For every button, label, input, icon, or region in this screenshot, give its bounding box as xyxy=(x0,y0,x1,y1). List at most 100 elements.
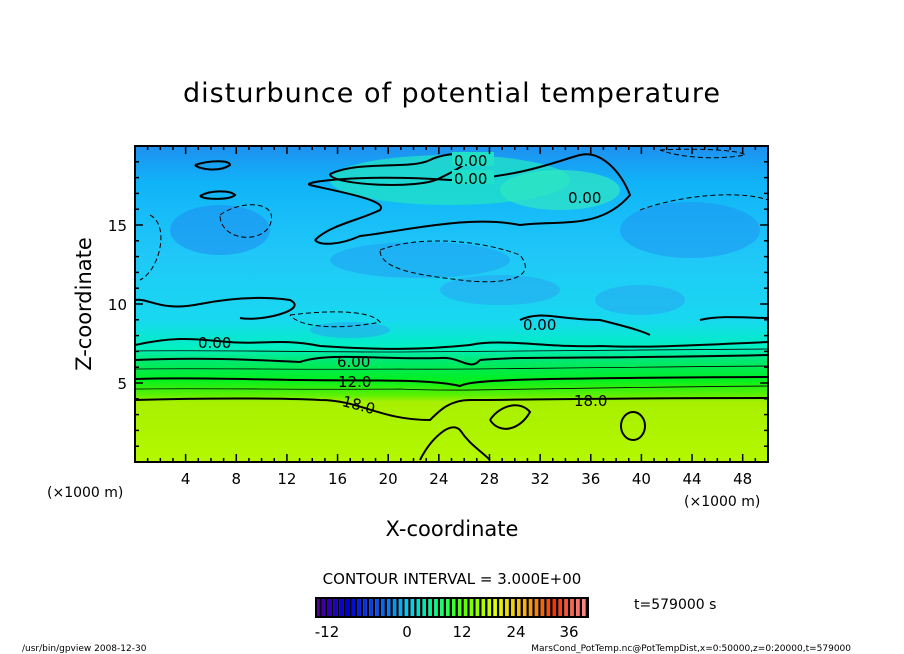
colorbar-separator xyxy=(585,598,588,617)
contour-zero xyxy=(135,296,296,320)
colorbar-separator xyxy=(431,598,435,617)
colorbar-tick: 24 xyxy=(506,623,525,641)
colorbar-swatch xyxy=(457,598,462,617)
field-blob xyxy=(440,275,560,305)
contour-zero xyxy=(135,338,768,350)
colorbar-swatch xyxy=(582,598,586,617)
colorbar-swatch xyxy=(428,598,432,617)
colorbar-swatch xyxy=(446,598,450,617)
contour-label: 0.00 xyxy=(568,189,601,207)
colorbar-separator xyxy=(390,598,393,617)
colorbar-swatch xyxy=(357,598,361,617)
colorbar-separator xyxy=(573,598,577,617)
colorbar-separator xyxy=(337,598,340,617)
y-axis-label: Z-coordinate xyxy=(72,237,96,371)
colorbar-separator xyxy=(384,598,387,617)
contour-eighteen xyxy=(419,426,491,461)
contour-six xyxy=(135,354,768,366)
contour-zero xyxy=(699,316,768,321)
field-blob xyxy=(170,205,270,255)
colorbar-swatch xyxy=(381,598,385,617)
colorbar-swatch xyxy=(434,598,438,617)
contour-label: 12.0 xyxy=(338,373,371,391)
x-ticks: 4 8 12 16 20 24 28 32 36 40 44 48 xyxy=(134,146,769,488)
x-tick-label: 8 xyxy=(232,470,242,488)
colorbar-swatch xyxy=(463,598,468,617)
plot-field xyxy=(135,146,768,462)
colorbar-separator xyxy=(461,598,464,617)
colorbar-separator xyxy=(402,598,405,617)
colorbar-separator xyxy=(479,598,482,617)
contour-interval: CONTOUR INTERVAL = 3.000E+00 xyxy=(323,570,582,588)
colorbar-swatch xyxy=(576,598,580,617)
x-tick-label: 16 xyxy=(328,470,347,488)
colorbar-swatch xyxy=(517,598,521,617)
colorbar-separator xyxy=(378,598,382,617)
colorbar-separator xyxy=(325,598,328,617)
colorbar-separator xyxy=(567,598,571,617)
colorbar-separator xyxy=(349,598,352,617)
colorbar-separator xyxy=(372,598,376,617)
x-tick-label: 4 xyxy=(181,470,191,488)
colorbar-separator xyxy=(414,598,417,617)
colorbar-separator xyxy=(532,598,535,617)
colorbar-swatch xyxy=(333,598,338,617)
colorbar-swatch xyxy=(505,598,509,617)
colorbar-separator xyxy=(343,598,346,617)
colorbar-swatch xyxy=(339,598,344,617)
contour-eighteen xyxy=(620,411,646,441)
footer-right: MarsCond_PotTemp.nc@PotTempDist,x=0:5000… xyxy=(531,644,851,654)
colorbar-separator xyxy=(561,598,565,617)
colorbar-swatch xyxy=(570,598,574,617)
contour-zero xyxy=(519,314,651,336)
contour-zero xyxy=(307,153,632,245)
contour-label: 0.00 xyxy=(454,170,487,188)
x-tick-label: 40 xyxy=(632,470,651,488)
y-tick-label: 10 xyxy=(108,296,127,314)
contour-label: 6.00 xyxy=(337,353,370,371)
colorbar-swatch xyxy=(404,598,409,617)
colorbar-separator xyxy=(526,598,529,617)
colorbar-separator xyxy=(502,598,506,617)
colorbar-swatch xyxy=(481,598,486,617)
colorbar-swatch xyxy=(327,598,332,617)
field-blob xyxy=(595,285,685,315)
colorbar-separator xyxy=(443,598,447,617)
contour-label: 0.00 xyxy=(198,334,231,352)
colorbar-separator xyxy=(538,598,541,617)
contour-zero xyxy=(199,190,237,200)
contour-lines xyxy=(135,153,768,461)
colorbar-swatch xyxy=(534,598,539,617)
colorbar-separator xyxy=(420,598,423,617)
contour-eighteen xyxy=(135,397,768,422)
colorbar-swatch xyxy=(363,598,367,617)
contour-label: 0.00 xyxy=(523,316,556,334)
colorbar-swatch xyxy=(422,598,426,617)
colorbar-tick: -12 xyxy=(315,623,340,641)
x-tick-label: 32 xyxy=(531,470,550,488)
colorbar-separator xyxy=(467,598,470,617)
colorbar-swatch xyxy=(469,598,474,617)
field-blob xyxy=(620,202,760,258)
colorbar-swatch xyxy=(369,598,373,617)
colorbar-separator xyxy=(355,598,358,617)
colorbar-swatch xyxy=(558,598,562,617)
colorbar-swatch xyxy=(564,598,568,617)
colorbar-swatch xyxy=(398,598,403,617)
colorbar-separator xyxy=(550,598,553,617)
colorbar-separator xyxy=(331,598,334,617)
x-unit-right: (×1000 m) xyxy=(684,494,760,510)
y-tick-label: 5 xyxy=(117,375,127,393)
colorbar-separator xyxy=(485,598,488,617)
colorbar-tick: 12 xyxy=(452,623,471,641)
x-tick-label: 24 xyxy=(429,470,448,488)
x-tick-label: 36 xyxy=(581,470,600,488)
colorbar-swatch xyxy=(392,598,397,617)
x-axis-label: X-coordinate xyxy=(386,517,519,541)
colorbar-swatch xyxy=(345,598,350,617)
colorbar-separator xyxy=(579,598,583,617)
colorbar-separator xyxy=(437,598,441,617)
colorbar-swatch xyxy=(440,598,444,617)
contour-eighteen xyxy=(489,404,532,430)
